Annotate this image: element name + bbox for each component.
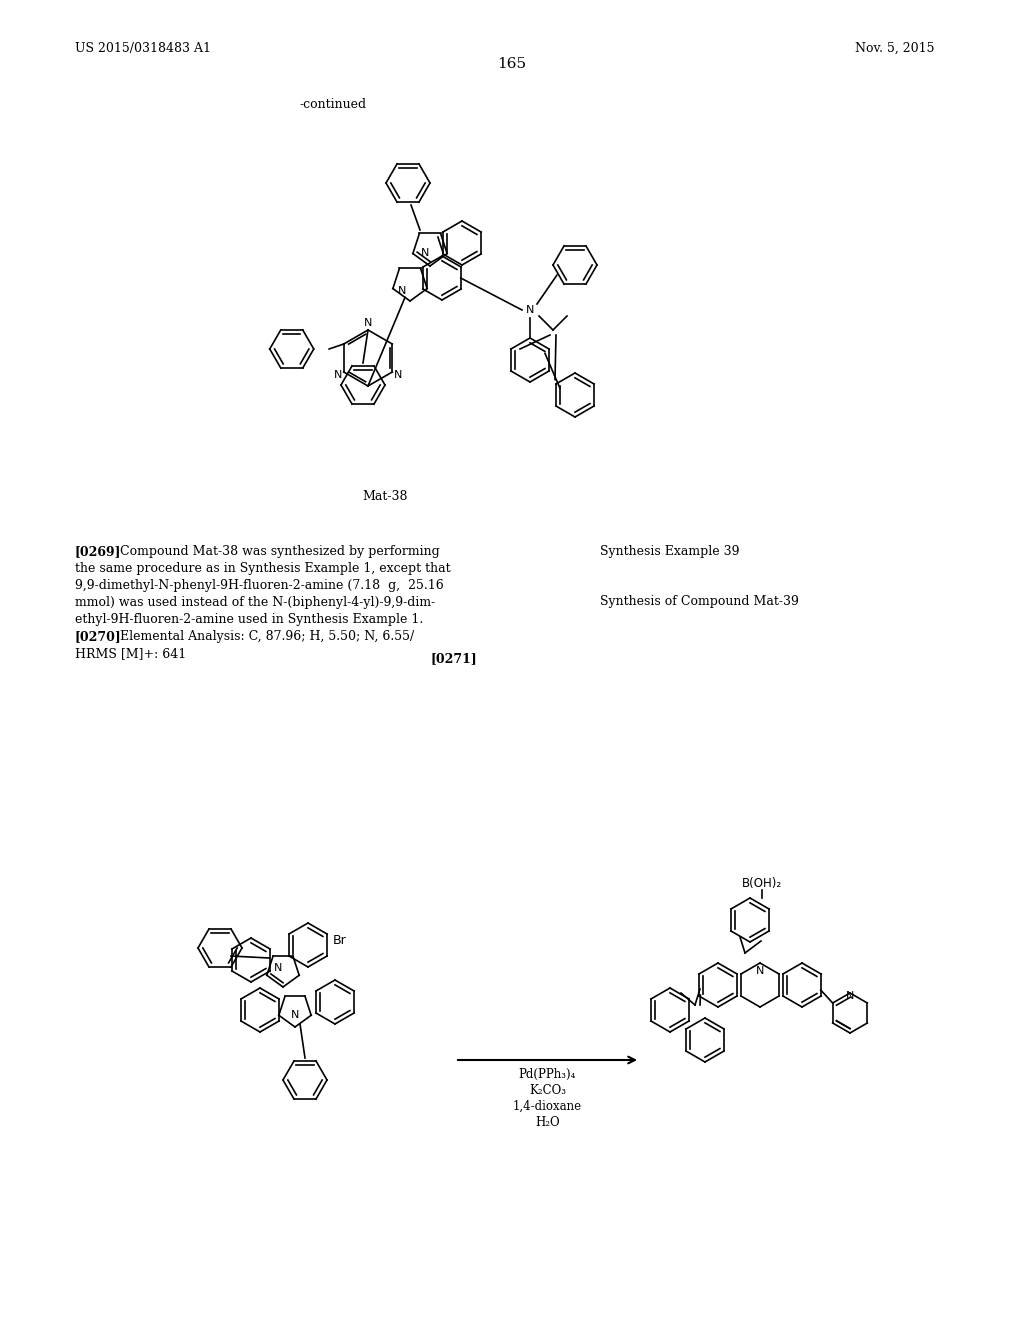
Text: Nov. 5, 2015: Nov. 5, 2015	[855, 42, 935, 55]
Text: Pd(PPh₃)₄: Pd(PPh₃)₄	[519, 1068, 577, 1081]
Text: H₂O: H₂O	[536, 1115, 560, 1129]
Text: N: N	[291, 1010, 299, 1020]
Text: Synthesis Example 39: Synthesis Example 39	[600, 545, 739, 558]
Text: N: N	[334, 371, 342, 380]
Text: N: N	[273, 964, 283, 973]
Text: Synthesis of Compound Mat-39: Synthesis of Compound Mat-39	[600, 595, 799, 609]
Text: US 2015/0318483 A1: US 2015/0318483 A1	[75, 42, 211, 55]
Text: N: N	[421, 248, 429, 257]
Text: B(OH)₂: B(OH)₂	[742, 876, 782, 890]
Text: 1,4-dioxane: 1,4-dioxane	[513, 1100, 582, 1113]
Text: N: N	[756, 966, 764, 975]
Text: Mat-38: Mat-38	[362, 490, 408, 503]
Text: the same procedure as in Synthesis Example 1, except that: the same procedure as in Synthesis Examp…	[75, 562, 451, 576]
Text: ethyl-9H-fluoren-2-amine used in Synthesis Example 1.: ethyl-9H-fluoren-2-amine used in Synthes…	[75, 612, 423, 626]
Text: mmol) was used instead of the N-(biphenyl-4-yl)-9,9-dim-: mmol) was used instead of the N-(bipheny…	[75, 597, 435, 609]
Text: HRMS [M]+: 641: HRMS [M]+: 641	[75, 647, 186, 660]
Text: Elemental Analysis: C, 87.96; H, 5.50; N, 6.55/: Elemental Analysis: C, 87.96; H, 5.50; N…	[120, 630, 415, 643]
Text: 165: 165	[498, 57, 526, 71]
Text: N: N	[364, 318, 372, 327]
Text: N: N	[525, 305, 535, 315]
Text: N: N	[846, 991, 854, 1001]
Text: N: N	[397, 286, 407, 296]
Text: -continued: -continued	[300, 98, 368, 111]
Text: [0269]: [0269]	[75, 545, 122, 558]
Text: 9,9-dimethyl-N-phenyl-9H-fluoren-2-amine (7.18  g,  25.16: 9,9-dimethyl-N-phenyl-9H-fluoren-2-amine…	[75, 579, 443, 591]
Text: K₂CO₃: K₂CO₃	[529, 1084, 566, 1097]
Text: Compound Mat-38 was synthesized by performing: Compound Mat-38 was synthesized by perfo…	[120, 545, 439, 558]
Text: [0270]: [0270]	[75, 630, 122, 643]
Text: [0271]: [0271]	[430, 652, 477, 665]
Text: Br: Br	[333, 933, 347, 946]
Text: N: N	[394, 371, 402, 380]
